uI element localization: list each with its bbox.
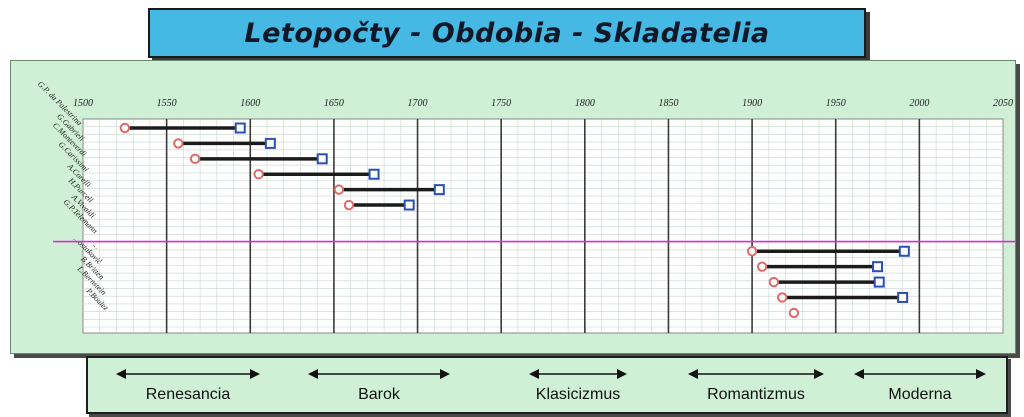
eras-bar: Renesancia Barok Klasicizmus Romantizmus Mod… [116, 369, 986, 403]
era-arrow-head-left [688, 369, 698, 379]
era-arrow-head-left [308, 369, 318, 379]
title-banner: Letopočty - Obdobia - Skladatelia [148, 8, 866, 58]
era-label: Romantizmus [707, 386, 805, 403]
era-arrow-head-right [440, 369, 450, 379]
era-arrow-group [688, 369, 824, 379]
timeline-chart: 1500 1550 1600 1650 1700 1750 1800 1850 1900 1950… [36, 79, 1015, 334]
era-arrow-head-right [250, 369, 260, 379]
plot-area [82, 118, 1004, 334]
x-tick-label: 1550 [157, 98, 177, 109]
x-tick-label: 1650 [324, 98, 344, 109]
era-arrow-head-right [617, 369, 627, 379]
x-tick-label: 2000 [909, 98, 929, 109]
era-arrow-group [116, 369, 260, 379]
x-tick-label: 1700 [408, 98, 428, 109]
page-title: Letopočty - Obdobia - Skladatelia [244, 17, 770, 49]
birth-marker [343, 199, 355, 211]
era-arrow-head-right [976, 369, 986, 379]
era-arrow-group [854, 369, 986, 379]
x-tick-label: 2050 [993, 98, 1013, 109]
era-arrow-group [529, 369, 627, 379]
death-marker [433, 184, 445, 196]
birth-marker [777, 292, 788, 303]
x-tick-label: 1750 [491, 98, 511, 109]
x-tick-label: 1600 [240, 98, 260, 109]
era-arrow-head-left [529, 369, 539, 379]
birth-marker [119, 122, 131, 134]
birth-marker [253, 169, 264, 180]
x-tick-label: 1950 [826, 98, 846, 109]
death-marker [873, 276, 885, 288]
x-tick-label: 1850 [658, 98, 678, 109]
x-tick-label: 1900 [742, 98, 762, 109]
death-marker [264, 137, 276, 149]
x-tick-label: 1800 [575, 98, 595, 109]
death-marker [872, 261, 884, 273]
x-tick-label: 1500 [73, 98, 93, 109]
era-arrow-head-left [854, 369, 864, 379]
birth-marker [746, 246, 758, 257]
era-label: Renesancia [146, 386, 231, 403]
era-arrow-head-left [116, 369, 126, 379]
birth-marker [756, 261, 768, 272]
era-label: Moderna [888, 386, 951, 403]
death-marker [368, 168, 380, 180]
death-marker [316, 153, 328, 165]
era-arrow-group [308, 369, 450, 379]
era-label: Barok [358, 386, 401, 403]
birth-marker [788, 307, 800, 319]
birth-marker [768, 276, 780, 288]
death-marker [234, 122, 246, 134]
birth-marker [189, 153, 201, 165]
timeline-chart-panel: 1500 1550 1600 1650 1700 1750 1800 1850 1900 1950… [10, 60, 1016, 354]
death-marker [898, 245, 910, 257]
composer-name-label: ... [91, 240, 102, 251]
birth-marker [333, 184, 345, 195]
birth-marker [173, 138, 184, 149]
era-arrow-head-right [814, 369, 824, 379]
death-marker [897, 291, 909, 303]
era-label: Klasicizmus [536, 386, 620, 403]
death-marker [403, 199, 415, 211]
eras-panel: Renesancia Barok Klasicizmus Romantizmus Mod… [86, 356, 1008, 414]
